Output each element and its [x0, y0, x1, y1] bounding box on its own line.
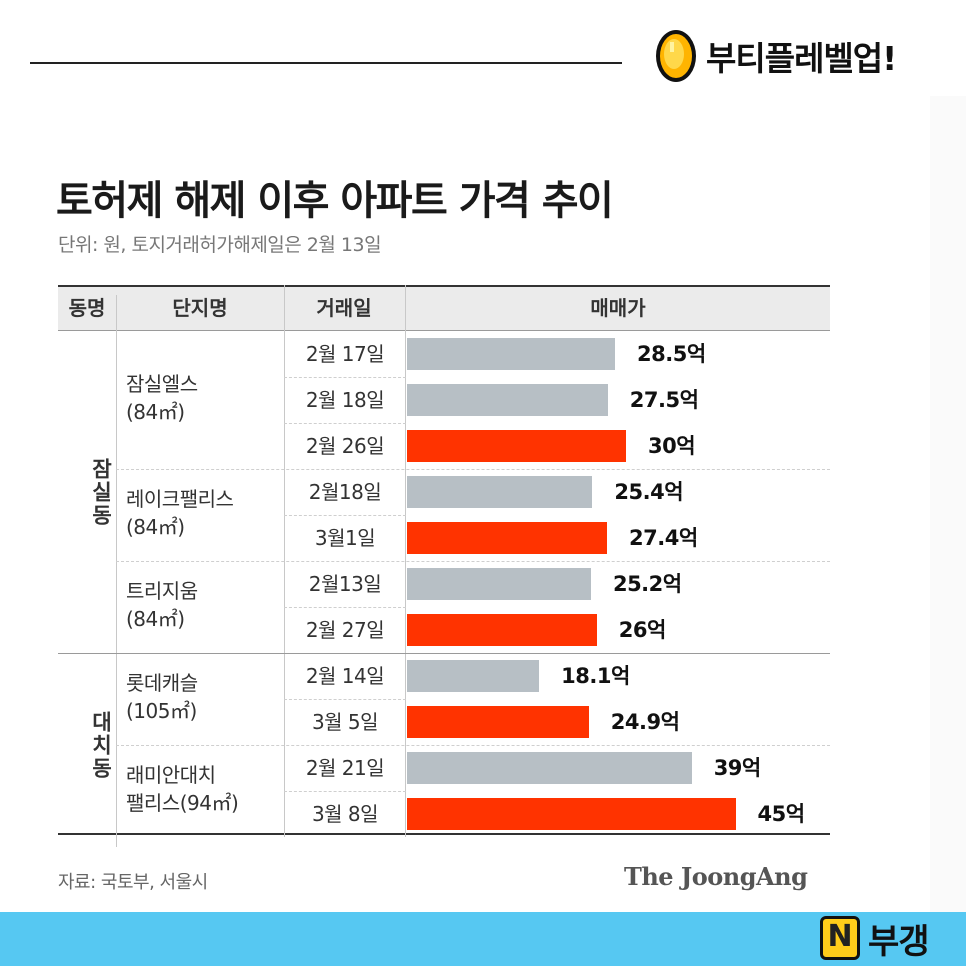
price-label: 39억: [713, 756, 762, 780]
row-divider: [284, 377, 406, 378]
row-divider: [284, 423, 406, 424]
price-bar-before: [407, 476, 593, 508]
price-label: 27.4억: [629, 526, 698, 550]
price-label: 24.9억: [610, 710, 680, 734]
complex-name-line1: 롯데캐슬: [126, 671, 198, 695]
trade-date: 2월18일: [308, 480, 382, 504]
price-label: 18.1억: [561, 664, 630, 688]
price-bar-before: [407, 752, 692, 784]
trade-date: 2월 14일: [305, 664, 385, 688]
complex-name-line1: 레이크팰리스: [126, 487, 234, 511]
price-label: 30억: [648, 434, 696, 458]
group-divider: [58, 653, 830, 654]
trade-date: 2월 21일: [305, 756, 385, 780]
complex-name-line2: (84㎡): [126, 607, 185, 631]
complex-name-line1: 트리지움: [126, 579, 198, 603]
table-bottom-rule: [58, 833, 830, 835]
trade-date: 2월13일: [308, 572, 382, 596]
row-divider: [284, 699, 406, 700]
table-header: [58, 285, 830, 331]
complex-name-line1: 래미안대치: [126, 763, 216, 787]
complex-divider: [116, 561, 830, 562]
price-bar-before: [407, 338, 616, 370]
price-bar-after: [407, 522, 608, 554]
price-label: 25.4억: [614, 480, 684, 504]
complex-name-line2: (84㎡): [126, 515, 185, 539]
price-table: 동명 단지명 거래일 매매가 2월 17일 28.5억 2월 18일 27.5억 2월 …: [58, 285, 830, 847]
price-bar-after: [407, 614, 597, 646]
complex-name-line1: 잠실엘스: [126, 372, 198, 396]
n-badge-icon: N: [820, 916, 860, 960]
header-danji: 단지명: [172, 296, 228, 320]
row-divider: [284, 791, 406, 792]
header-price: 매매가: [590, 296, 646, 320]
brand-header: 부티플레벨업!: [652, 28, 897, 84]
column-separator: [116, 295, 117, 847]
dong-name: 대치동: [89, 710, 113, 780]
trade-date: 2월 26일: [305, 434, 385, 458]
source-note: 자료: 국토부, 서울시: [58, 872, 208, 893]
trade-date: 2월 27일: [305, 618, 385, 642]
trade-date: 2월 18일: [305, 388, 385, 412]
header-date: 거래일: [316, 296, 372, 320]
trade-date: 3월1일: [314, 526, 376, 550]
complex-divider: [116, 745, 830, 746]
price-bar-after: [407, 798, 736, 830]
price-bar-after: [407, 706, 589, 738]
trade-date: 2월 17일: [305, 342, 385, 366]
price-label: 28.5억: [637, 342, 706, 366]
price-bar-after: [407, 430, 626, 462]
complex-name-line2: (84㎡): [126, 400, 185, 424]
complex-name: 트리지움 (84㎡): [126, 577, 198, 633]
row-divider: [284, 515, 406, 516]
footer-brand: 부갱: [868, 922, 930, 962]
price-bar-before: [407, 384, 608, 416]
header-dong: 동명: [68, 296, 106, 320]
price-label: 26억: [618, 618, 667, 642]
price-label: 45억: [757, 802, 806, 826]
price-bar-before: [407, 660, 540, 692]
price-bar-before: [407, 568, 591, 600]
chart-subtitle: 단위: 원, 토지거래허가해제일은 2월 13일: [58, 234, 382, 256]
complex-name: 레이크팰리스 (84㎡): [126, 485, 234, 541]
complex-name-line2: (105㎡): [126, 699, 197, 723]
row-divider: [284, 607, 406, 608]
trade-date: 3월 8일: [311, 802, 379, 826]
gold-coin-icon: [656, 30, 696, 82]
complex-name: 잠실엘스 (84㎡): [126, 370, 198, 426]
dong-name: 잠실동: [89, 457, 113, 527]
top-divider: [30, 62, 622, 64]
brand-name: 부티플레벨업!: [706, 39, 897, 78]
price-label: 25.2억: [612, 572, 682, 596]
complex-name: 롯데캐슬 (105㎡): [126, 669, 198, 725]
card-edge: [930, 96, 966, 914]
chart-title: 토허제 해제 이후 아파트 가격 추이: [56, 178, 614, 224]
publisher-credit: The JoongAng: [624, 862, 808, 891]
footer-band: [0, 912, 966, 966]
trade-date: 3월 5일: [311, 710, 379, 734]
price-label: 27.5억: [629, 388, 699, 412]
complex-name-line2: 팰리스(94㎡): [126, 791, 239, 815]
complex-divider: [116, 469, 830, 470]
